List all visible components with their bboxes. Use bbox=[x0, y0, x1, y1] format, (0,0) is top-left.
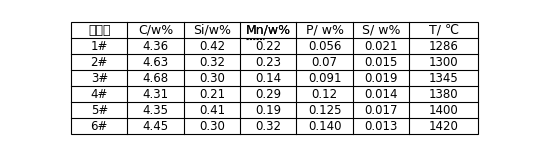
Text: 1380: 1380 bbox=[429, 88, 458, 101]
Text: 1400: 1400 bbox=[429, 104, 458, 117]
Text: 3#: 3# bbox=[91, 72, 108, 85]
Text: 0.091: 0.091 bbox=[308, 72, 341, 85]
Text: 0.12: 0.12 bbox=[311, 88, 338, 101]
Text: 4.45: 4.45 bbox=[143, 120, 169, 133]
Text: 0.32: 0.32 bbox=[255, 120, 281, 133]
Text: 0.30: 0.30 bbox=[199, 120, 225, 133]
Text: 1300: 1300 bbox=[429, 56, 458, 69]
Text: 4.68: 4.68 bbox=[143, 72, 169, 85]
Text: 0.014: 0.014 bbox=[364, 88, 398, 101]
Text: 4.36: 4.36 bbox=[143, 40, 169, 53]
Text: 0.056: 0.056 bbox=[308, 40, 341, 53]
Text: 2#: 2# bbox=[91, 56, 108, 69]
Text: 0.021: 0.021 bbox=[364, 40, 398, 53]
Text: 0.32: 0.32 bbox=[199, 56, 225, 69]
Text: 铁水样: 铁水样 bbox=[88, 24, 110, 37]
Text: 0.22: 0.22 bbox=[255, 40, 281, 53]
Text: 6#: 6# bbox=[91, 120, 108, 133]
Text: 0.07: 0.07 bbox=[311, 56, 338, 69]
Text: 1286: 1286 bbox=[429, 40, 458, 53]
Text: 0.140: 0.140 bbox=[308, 120, 341, 133]
Text: 1345: 1345 bbox=[429, 72, 458, 85]
Text: 0.125: 0.125 bbox=[308, 104, 341, 117]
Text: 0.013: 0.013 bbox=[364, 120, 398, 133]
Text: 4#: 4# bbox=[91, 88, 108, 101]
Text: 0.42: 0.42 bbox=[199, 40, 225, 53]
Text: P/ w%: P/ w% bbox=[306, 24, 344, 37]
Text: 0.19: 0.19 bbox=[255, 104, 281, 117]
Text: Si/w%: Si/w% bbox=[193, 24, 231, 37]
Text: T/ ℃: T/ ℃ bbox=[429, 24, 459, 37]
Text: 0.017: 0.017 bbox=[364, 104, 398, 117]
Text: 0.30: 0.30 bbox=[199, 72, 225, 85]
Text: 4.63: 4.63 bbox=[143, 56, 169, 69]
Text: 0.015: 0.015 bbox=[364, 56, 398, 69]
Text: 4.35: 4.35 bbox=[143, 104, 169, 117]
Text: Mn/w%: Mn/w% bbox=[245, 24, 291, 37]
Text: 1#: 1# bbox=[91, 40, 108, 53]
Text: 0.23: 0.23 bbox=[255, 56, 281, 69]
Text: Mn/w%: Mn/w% bbox=[245, 24, 291, 37]
Text: 4.31: 4.31 bbox=[143, 88, 169, 101]
Text: 5#: 5# bbox=[91, 104, 108, 117]
Text: 0.21: 0.21 bbox=[199, 88, 225, 101]
Text: 0.41: 0.41 bbox=[199, 104, 225, 117]
Text: 0.29: 0.29 bbox=[255, 88, 281, 101]
Text: 1420: 1420 bbox=[429, 120, 458, 133]
Text: 0.14: 0.14 bbox=[255, 72, 281, 85]
Text: C/w%: C/w% bbox=[138, 24, 173, 37]
Text: 0.019: 0.019 bbox=[364, 72, 398, 85]
Text: S/ w%: S/ w% bbox=[362, 24, 400, 37]
